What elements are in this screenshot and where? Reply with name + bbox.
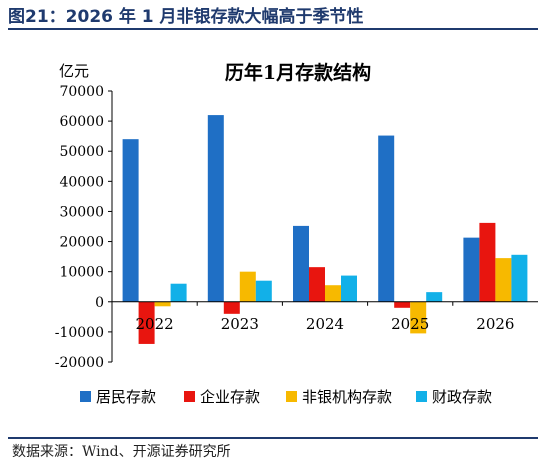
unit-label: 亿元 [59, 62, 89, 80]
x-tick-label: 2026 [476, 315, 514, 333]
y-tick-label: 10000 [59, 265, 104, 281]
bar-企业存款-2025 [394, 301, 411, 308]
x-tick-label: 2024 [306, 315, 344, 333]
bar-居民存款-2024 [293, 225, 309, 302]
bar-企业存款-2024 [309, 267, 325, 302]
y-axis: -20000 -10000 0 10000 20000 30000 40000 50000 60… [55, 84, 113, 371]
y-tick-label: 60000 [59, 114, 104, 130]
y-tick-label: 40000 [59, 174, 104, 190]
bar-居民存款-2026 [463, 237, 480, 302]
legend-swatch [286, 391, 297, 402]
y-tick-label: 50000 [59, 144, 104, 160]
bar-财政存款-2024 [341, 275, 357, 302]
figure-title: 图21：2026 年 1 月非银存款大幅高于季节性 [8, 7, 364, 27]
bar-居民存款-2022 [122, 139, 139, 302]
legend-label: 财政存款 [432, 388, 492, 406]
title-rule [8, 28, 538, 30]
y-tick-label: -10000 [55, 325, 104, 341]
legend-swatch [80, 391, 91, 402]
y-tick-label: -20000 [55, 355, 104, 371]
bar-居民存款-2023 [207, 115, 224, 302]
bar-企业存款-2023 [223, 301, 240, 314]
legend-swatch [416, 391, 427, 402]
legend: 居民存款 企业存款 非银机构存款 财政存款 [80, 388, 492, 406]
bar-财政存款-2023 [255, 280, 272, 302]
bar-企业存款-2026 [479, 222, 496, 302]
bar-财政存款-2022 [170, 283, 187, 302]
bar-非银机构存款-2022 [154, 301, 171, 307]
bar-非银机构存款-2026 [495, 258, 512, 302]
legend-label: 非银机构存款 [302, 388, 392, 406]
legend-label: 居民存款 [96, 388, 156, 406]
chart-title: 历年1月存款结构 [225, 61, 371, 84]
bar-财政存款-2026 [511, 254, 528, 302]
x-tick-label: 2022 [136, 315, 174, 333]
bar-非银机构存款-2023 [239, 271, 256, 302]
y-tick-label: 30000 [59, 204, 104, 220]
y-tick-label: 70000 [59, 84, 104, 100]
bar-财政存款-2025 [426, 292, 443, 302]
y-tick-label: 20000 [59, 235, 104, 251]
y-tick-label: 0 [95, 295, 104, 311]
bar-非银机构存款-2025 [410, 301, 427, 334]
legend-swatch [184, 391, 195, 402]
bar-非银机构存款-2024 [325, 285, 341, 302]
source-rule [8, 437, 538, 439]
legend-label: 企业存款 [200, 388, 260, 406]
bar-企业存款-2022 [138, 301, 155, 344]
bars [122, 115, 528, 344]
x-tick-label: 2023 [221, 315, 259, 333]
x-axis: 2022 2023 2024 2025 2026 [112, 301, 538, 333]
source-note: 数据来源：Wind、开源证券研究所 [12, 444, 231, 460]
bar-居民存款-2025 [378, 135, 395, 302]
x-tick-label: 2025 [391, 315, 429, 333]
